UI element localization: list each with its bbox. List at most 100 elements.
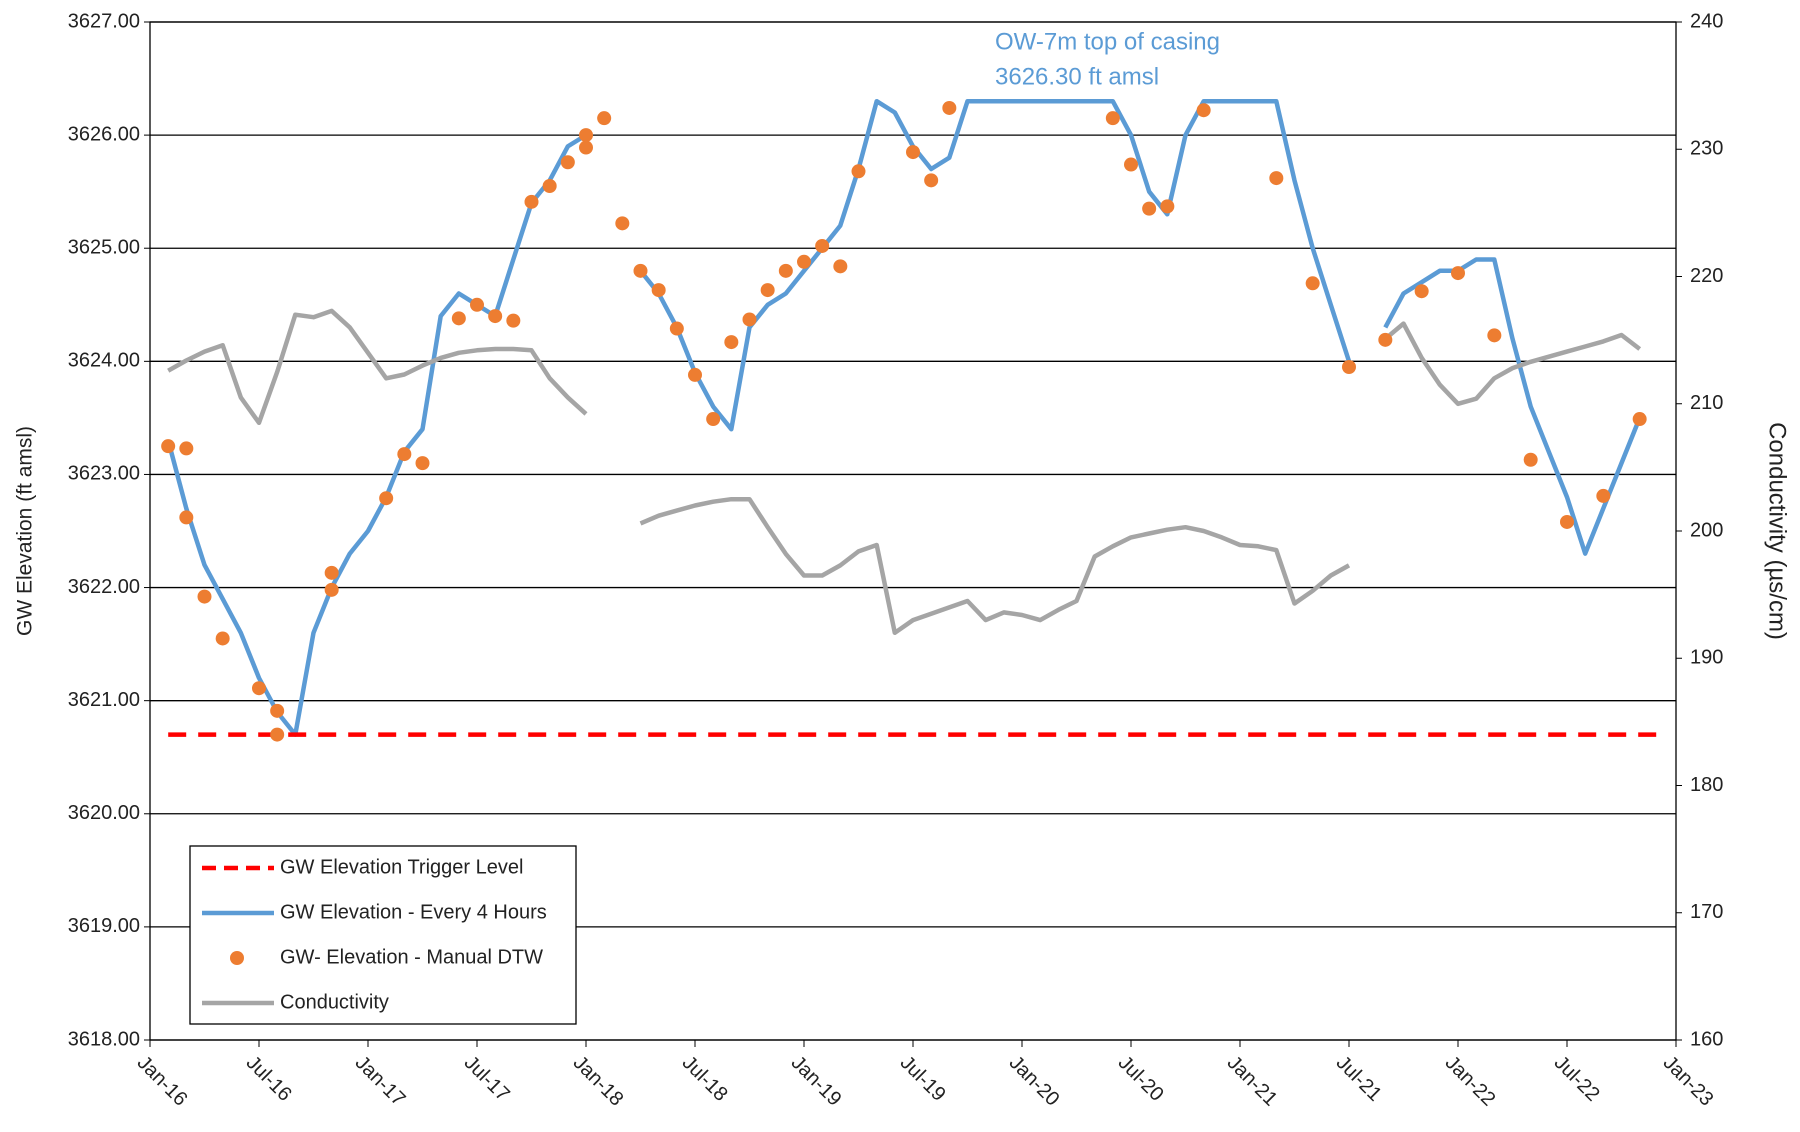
x-tick-label: Jan-17: [351, 1052, 410, 1111]
data-point: [615, 216, 630, 231]
data-point: [1632, 412, 1647, 427]
y2-tick-label: 160: [1690, 1028, 1723, 1050]
data-point: [669, 321, 684, 336]
y2-tick-label: 230: [1690, 138, 1723, 160]
y2-tick-label: 220: [1690, 265, 1723, 287]
data-point: [1451, 266, 1465, 281]
x-tick-label: Jul-22: [1550, 1052, 1604, 1106]
y2-tick-label: 180: [1690, 774, 1723, 796]
series-line: [638, 98, 1352, 432]
legend-label: GW Elevation - Every 4 Hours: [280, 901, 547, 923]
data-point: [488, 309, 503, 324]
data-point: [470, 297, 484, 312]
x-tick-label: Jul-19: [896, 1052, 950, 1106]
x-tick-label: Jan-19: [787, 1052, 846, 1111]
data-point: [833, 259, 848, 274]
data-point: [906, 145, 920, 160]
annotation: OW-7m top of casing: [995, 28, 1220, 55]
data-point: [324, 582, 339, 597]
data-point: [1124, 157, 1138, 172]
data-point: [1196, 103, 1211, 118]
legend-marker: [230, 951, 244, 965]
y-tick-label: 3624.00: [68, 350, 140, 372]
x-tick-label: Jul-17: [460, 1052, 514, 1106]
data-point: [579, 128, 593, 143]
data-point: [579, 140, 593, 155]
data-point: [942, 100, 957, 115]
y2-tick-label: 190: [1690, 647, 1723, 669]
data-point: [724, 335, 739, 350]
legend-label: GW- Elevation - Manual DTW: [280, 946, 543, 968]
y-tick-label: 3625.00: [68, 237, 140, 259]
y-tick-label: 3622.00: [68, 576, 140, 598]
series-line: [1383, 321, 1642, 407]
data-point: [560, 155, 575, 170]
data-point: [506, 313, 521, 328]
annotation: 3626.30 ft amsl: [995, 63, 1159, 90]
y-axis-label: GW Elevation (ft amsl): [14, 426, 37, 636]
x-tick-label: Jul-20: [1114, 1052, 1168, 1106]
data-point: [1142, 201, 1157, 216]
data-point: [633, 263, 648, 278]
data-point: [1560, 514, 1574, 529]
legend: GW Elevation Trigger Level GW Elevation -…: [189, 845, 577, 1025]
y2-tick-label: 170: [1690, 901, 1723, 923]
data-point: [1414, 284, 1429, 299]
y-tick-label: 3626.00: [68, 123, 140, 145]
y2-tick-label: 210: [1690, 392, 1723, 414]
y2-tick-label: 240: [1690, 10, 1723, 32]
x-tick-label: Jan-21: [1223, 1052, 1282, 1111]
data-point: [270, 727, 285, 742]
data-point: [379, 491, 394, 506]
data-point: [270, 703, 285, 718]
x-tick-label: Jul-18: [678, 1052, 732, 1106]
series-line: [639, 496, 1351, 636]
data-point: [324, 565, 339, 580]
data-point: [215, 631, 230, 646]
data-point: [706, 412, 721, 427]
x-tick-label: Jan-16: [133, 1052, 192, 1111]
data-point: [197, 589, 212, 604]
legend-label: Conductivity: [280, 991, 389, 1013]
series-line: [1383, 257, 1642, 556]
data-point: [760, 283, 775, 298]
series-line: [167, 308, 588, 426]
data-point: [1487, 328, 1502, 343]
x-tick-label: Jan-23: [1659, 1052, 1718, 1111]
y-tick-label: 3618.00: [68, 1028, 140, 1050]
data-point: [742, 312, 757, 327]
data-point: [524, 194, 539, 209]
data-point: [397, 447, 412, 462]
y-tick-label: 3627.00: [68, 10, 140, 32]
data-point: [1342, 359, 1356, 374]
data-point: [651, 283, 666, 298]
data-point: [451, 311, 466, 326]
data-point: [851, 164, 866, 179]
data-point: [179, 441, 194, 456]
data-point: [179, 510, 194, 525]
data-point: [688, 367, 702, 382]
y-tick-label: 3619.00: [68, 915, 140, 937]
y2-tick-label: 200: [1690, 519, 1723, 541]
y2-axis-label: Conductivity (µs/cm): [1764, 422, 1791, 640]
data-point: [542, 179, 557, 194]
series-line: [166, 133, 588, 737]
x-tick-label: Jul-16: [242, 1052, 296, 1106]
data-point: [1305, 276, 1320, 291]
x-tick-label: Jan-18: [569, 1052, 628, 1111]
data-point: [815, 238, 830, 253]
y-tick-label: 3621.00: [68, 689, 140, 711]
legend-label: GW Elevation Trigger Level: [280, 856, 523, 878]
data-point: [415, 456, 430, 471]
data-point: [778, 263, 793, 278]
data-point: [597, 111, 612, 126]
data-point: [924, 173, 939, 188]
y-tick-label: 3620.00: [68, 802, 140, 824]
data-point: [1269, 171, 1284, 186]
data-point: [252, 681, 266, 696]
data-point: [1160, 199, 1175, 214]
x-tick-label: Jan-20: [1005, 1052, 1064, 1111]
data-point: [1105, 111, 1120, 126]
